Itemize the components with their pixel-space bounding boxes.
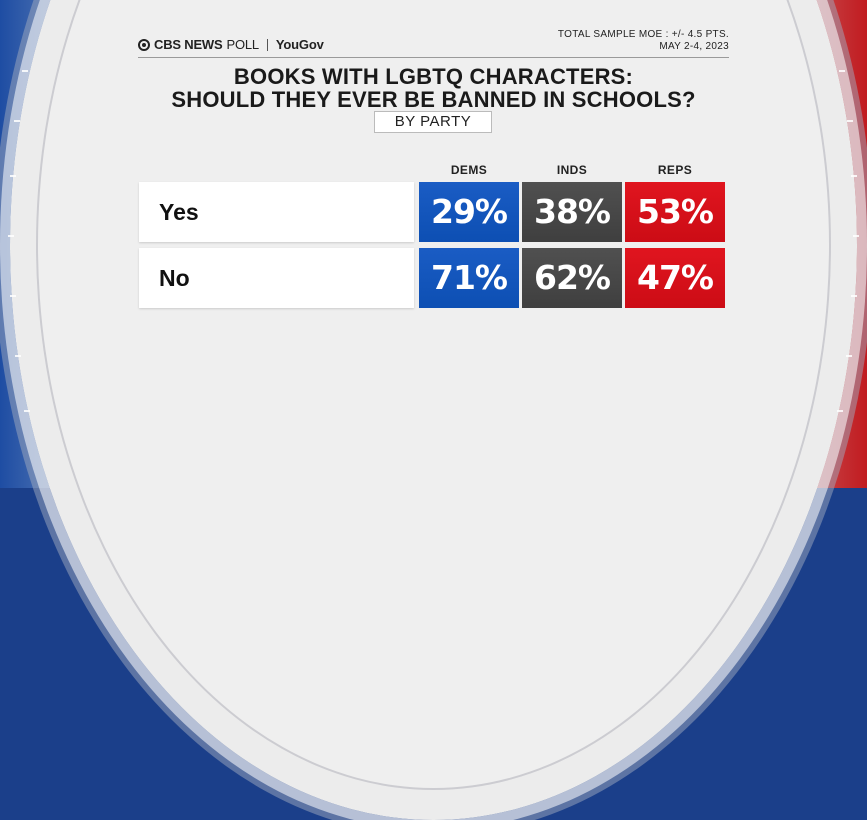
chart-subtitle: BY PARTY	[374, 111, 492, 133]
logo-main-text: CBS NEWS	[154, 37, 223, 52]
column-header-dems: DEMS	[450, 163, 488, 177]
ring-tick	[22, 70, 28, 72]
ring-tick	[839, 70, 845, 72]
cell-yes-dems: 29%	[419, 182, 519, 242]
ring-tick	[15, 355, 21, 357]
header-divider	[138, 57, 729, 58]
row-label-no: No	[139, 248, 414, 308]
chart-title-line-2: SHOULD THEY EVER BE BANNED IN SCHOOLS?	[171, 87, 696, 112]
cell-no-reps: 47%	[625, 248, 725, 308]
cell-no-inds: 62%	[522, 248, 622, 308]
logo-poll-text: POLL	[226, 37, 259, 52]
moe-line-1: TOTAL SAMPLE MOE : +/- 4.5 PTS.	[557, 29, 729, 40]
ring-tick	[853, 235, 859, 237]
ring-tick	[14, 120, 20, 122]
ring-tick	[847, 120, 853, 122]
chart-title: BOOKS WITH LGBTQ CHARACTERS: SHOULD THEY…	[0, 65, 867, 111]
row-label-yes: Yes	[139, 182, 414, 242]
ring-tick	[846, 355, 852, 357]
logo-separator	[266, 38, 268, 51]
ring-tick	[851, 295, 857, 297]
ring-tick	[10, 175, 16, 177]
cbs-eye-icon	[138, 38, 150, 51]
ring-tick	[8, 235, 14, 237]
column-header-reps: REPS	[657, 163, 693, 177]
ring-tick	[837, 410, 843, 412]
chart-title-line-1: BOOKS WITH LGBTQ CHARACTERS:	[233, 64, 634, 89]
column-header-inds: INDS	[556, 163, 588, 177]
logo-partner-text: YouGov	[275, 37, 324, 52]
ring-tick	[10, 295, 16, 297]
moe-line-2: MAY 2-4, 2023	[659, 41, 729, 52]
ring-tick	[24, 410, 30, 412]
margin-of-error-note: TOTAL SAMPLE MOE : +/- 4.5 PTS. MAY 2-4,…	[558, 29, 729, 53]
cell-yes-inds: 38%	[522, 182, 622, 242]
ring-tick	[851, 175, 857, 177]
cell-yes-reps: 53%	[625, 182, 725, 242]
cell-no-dems: 71%	[419, 248, 519, 308]
cbs-news-poll-logo: CBS NEWS POLL YouGov	[138, 37, 324, 52]
